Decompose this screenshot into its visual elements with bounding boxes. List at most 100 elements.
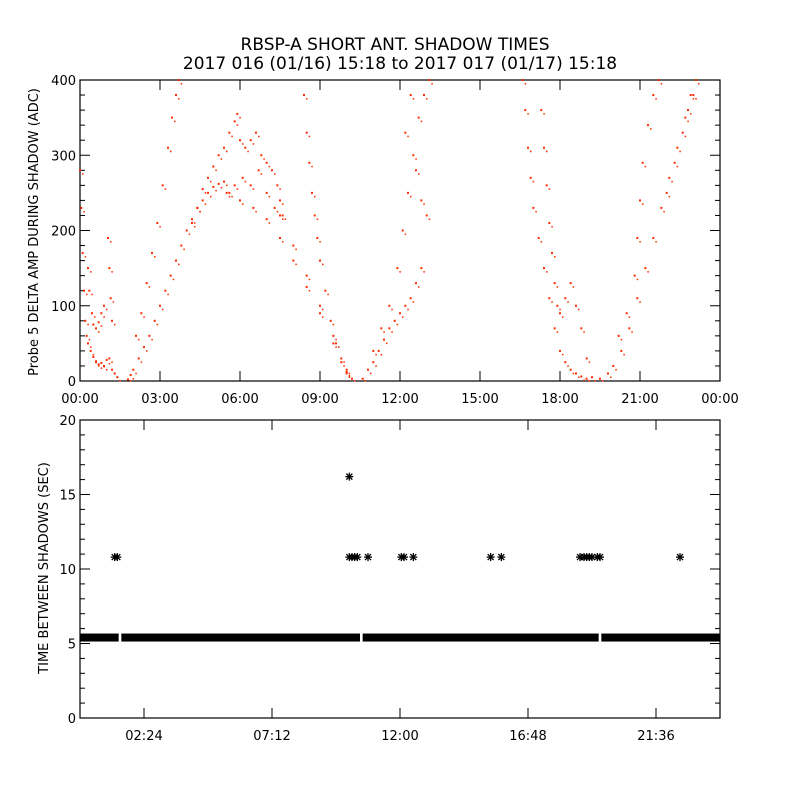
data-point [282,218,284,220]
top-ylabel: Probe 5 DELTA AMP DURING SHADOW (ADC) [27,88,42,376]
chart-subtitle: 2017 016 (01/16) 15:18 to 2017 017 (01/1… [183,54,617,74]
data-point [239,139,241,142]
data-point [242,203,244,205]
x-tick-label: 02:24 [125,729,162,744]
data-point [580,327,583,330]
data-point [335,346,337,348]
data-point [620,338,623,341]
data-point [393,319,396,322]
data-point [687,120,689,123]
data-point [420,120,423,123]
data-point [116,376,119,379]
data-point [148,334,151,337]
data-point [575,372,577,375]
data-point [86,293,88,296]
data-point [223,180,225,183]
data-point [383,338,385,341]
x-tick-label: 03:00 [141,392,178,407]
data-point [127,378,129,381]
data-point [585,377,588,380]
data-point [255,210,257,213]
data-point [151,338,153,341]
data-point [91,293,93,296]
data-point [628,316,631,318]
data-point [612,364,615,367]
data-point [305,274,308,277]
data-point [255,131,257,134]
data-point [143,316,145,318]
data-point [172,278,175,281]
data-point [657,79,660,81]
data-point [423,271,425,273]
asterisk-marker [497,553,506,562]
data-point [391,331,393,333]
y-tick-label: 15 [59,489,76,504]
data-point [242,143,244,145]
y-tick-label: 10 [59,563,76,578]
data-point [551,225,553,228]
x-tick-label: 18:00 [541,392,578,407]
data-point [204,203,207,205]
data-point [212,185,215,188]
data-point [425,214,428,217]
y-tick-label: 0 [68,375,76,390]
data-point [137,357,140,360]
data-point [679,150,681,153]
data-point [271,169,273,172]
data-point [575,304,577,307]
data-point [146,350,148,352]
data-point [660,83,663,85]
data-point [295,263,297,266]
data-point [177,79,180,81]
data-point [215,189,217,192]
asterisk-stroke [588,553,596,561]
data-point [191,221,193,224]
data-point [652,237,655,240]
data-point [668,176,671,179]
data-point [164,188,167,190]
data-point [588,380,591,382]
data-point [108,362,111,365]
data-point [204,192,207,194]
data-point [167,293,169,296]
data-point [83,210,85,213]
data-point [647,124,649,127]
data-point [546,150,548,153]
data-point [546,271,548,273]
data-point [249,184,252,187]
data-point [220,158,223,160]
data-point [409,94,412,97]
data-point [175,259,177,262]
data-point [676,146,679,149]
data-point [559,312,561,315]
baseline-markers [601,633,720,642]
data-point [314,195,316,198]
chart-title: RBSP-A SHORT ANT. SHADOW TIMES [241,35,550,55]
asterisk-marker [676,553,684,562]
data-point [375,365,377,367]
data-point [169,274,172,277]
data-point [367,368,369,371]
data-point [602,380,604,382]
data-point [375,353,377,356]
data-point [521,79,524,81]
data-point [407,135,409,138]
data-point [650,128,652,130]
data-point [418,286,420,288]
x-tick-label: 07:12 [253,729,290,744]
data-point [274,173,276,175]
data-point [178,98,180,100]
data-point [345,372,348,375]
asterisk-stroke [364,553,372,561]
data-point [100,367,103,369]
data-point [94,316,96,318]
data-point [258,135,260,138]
data-point [265,218,268,221]
x-tick-label: 21:00 [621,392,658,407]
data-point [92,353,95,356]
data-point [223,146,225,149]
data-point [106,368,108,371]
data-point [322,263,324,266]
data-point [380,327,383,330]
data-point [183,248,185,251]
